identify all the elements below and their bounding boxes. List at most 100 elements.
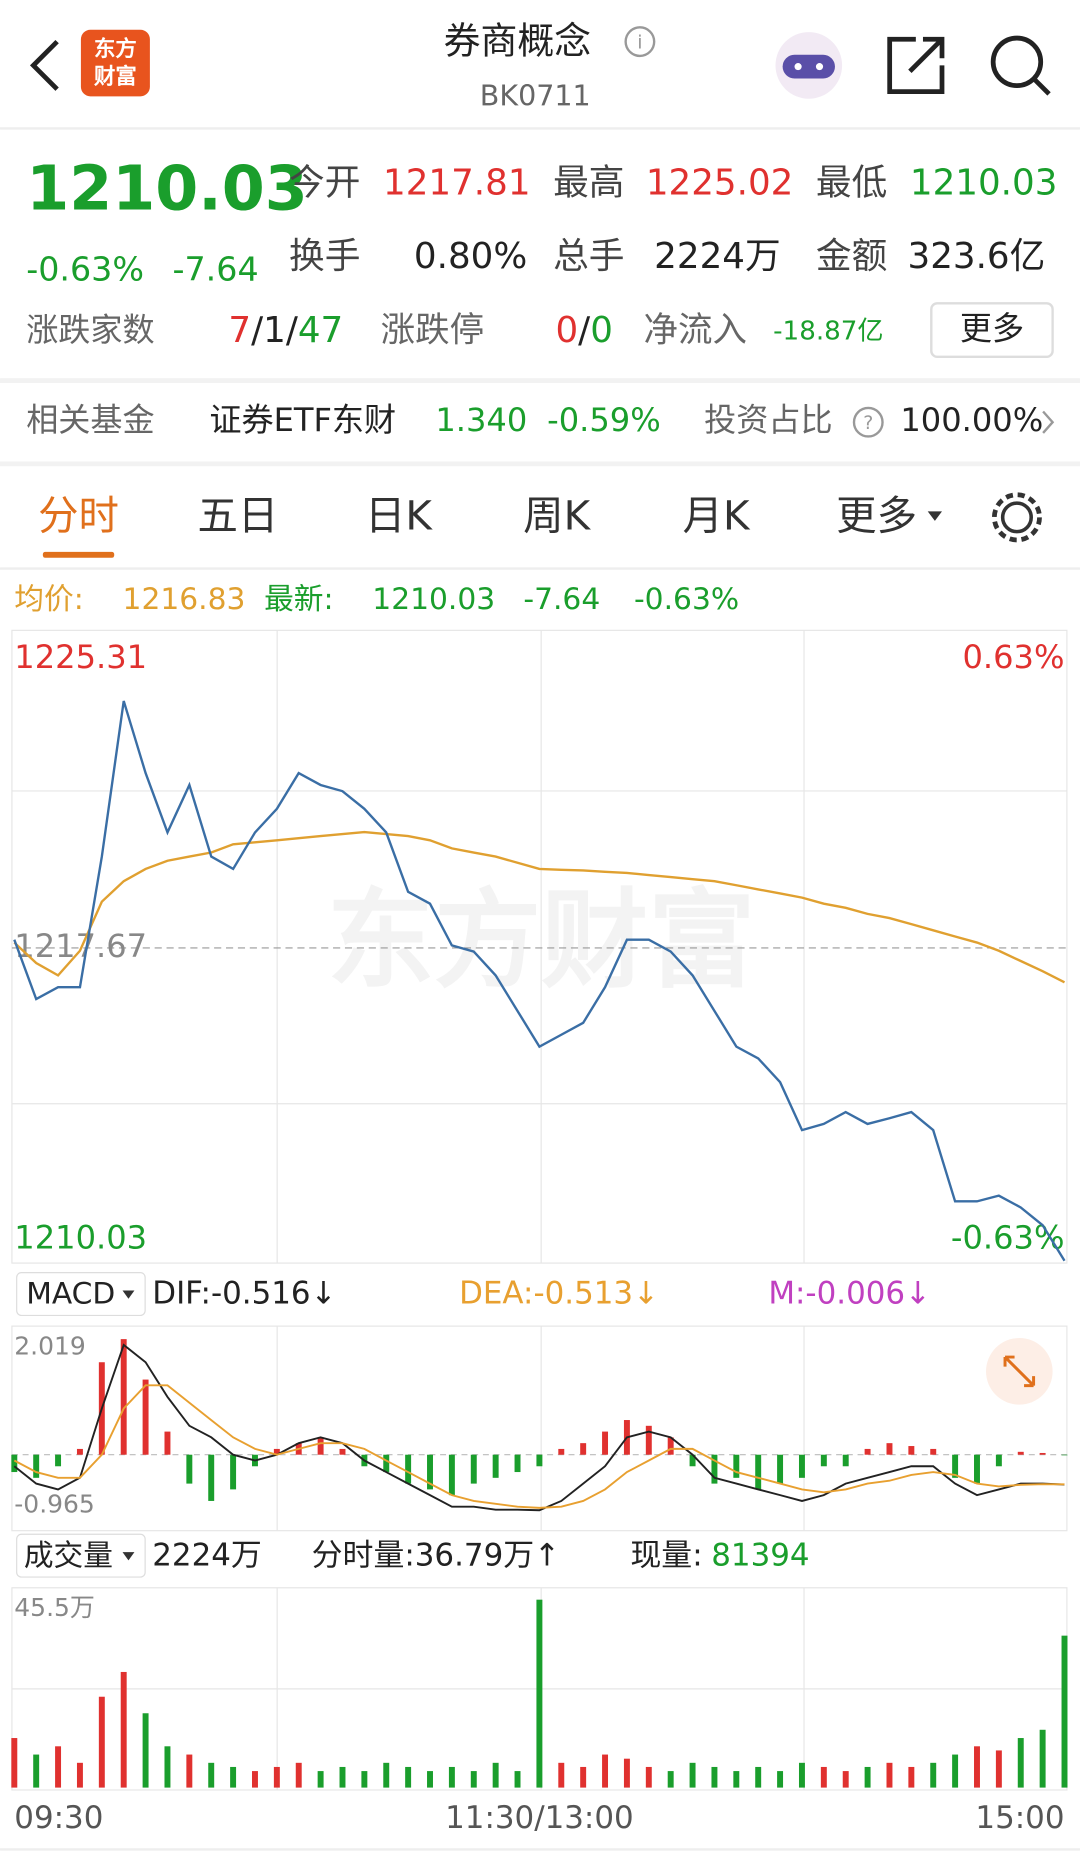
y-tick-label: -0.965 xyxy=(14,1490,95,1519)
volume-bar xyxy=(208,1762,215,1788)
volume-bar xyxy=(55,1746,62,1788)
macd-bar xyxy=(1017,1451,1024,1455)
more-button[interactable] xyxy=(930,302,1054,358)
volume-bar xyxy=(230,1766,237,1788)
macd-bar xyxy=(711,1454,718,1484)
macd-bar xyxy=(667,1437,674,1455)
divider xyxy=(0,461,1080,467)
volume-bar xyxy=(383,1762,390,1788)
sep: / xyxy=(578,310,591,351)
volume-selector[interactable] xyxy=(16,1533,146,1578)
macd-bar xyxy=(186,1454,193,1484)
volume-bar xyxy=(1039,1729,1046,1788)
logo xyxy=(80,29,150,97)
more-button-text: 更多 xyxy=(960,310,1024,348)
latest: 1210.03 xyxy=(372,582,495,617)
macd-bar xyxy=(33,1454,40,1478)
tab[interactable]: 五日 xyxy=(197,492,278,540)
macd-bar xyxy=(120,1339,127,1455)
fund-name[interactable]: 证券ETF东财 xyxy=(209,401,396,439)
volume-bar xyxy=(361,1771,368,1788)
tab[interactable]: 更多 xyxy=(836,492,917,540)
volume-bar xyxy=(427,1771,433,1788)
sep: / xyxy=(251,310,264,351)
volume-bar xyxy=(623,1758,630,1788)
limit-down: 0 xyxy=(590,310,613,351)
field-value: 2224万 xyxy=(654,236,780,277)
x-tick-label: 11:30/13:00 xyxy=(445,1800,634,1836)
quote-fields: 今开 1217.81 最高 1225.02 最低 1210.03 换手 0.80% 总手 2224… xyxy=(289,162,1057,277)
share-button[interactable] xyxy=(887,36,945,94)
macd-bar xyxy=(645,1425,652,1455)
volume-bar xyxy=(295,1762,302,1788)
macd-bar xyxy=(383,1454,390,1473)
volume-bar xyxy=(842,1771,849,1788)
volume-bar xyxy=(186,1754,193,1788)
tabs: 分时 五日 日K 周K 月K 更多 xyxy=(38,492,917,540)
volume-bar xyxy=(667,1771,674,1788)
volume-bar xyxy=(952,1754,959,1788)
volume-bar xyxy=(1061,1635,1068,1788)
dropdown-arrow xyxy=(122,1290,135,1299)
macd-bar xyxy=(930,1448,937,1455)
fund-pct: -0.59% xyxy=(547,401,661,439)
field-label: 总手 xyxy=(553,236,624,277)
dea-line xyxy=(13,1384,1065,1509)
y-tick-label: 1217.67 xyxy=(14,927,147,965)
latest-change: -7.64 xyxy=(523,582,600,617)
volume-bar xyxy=(405,1766,412,1788)
limit: 0/0 xyxy=(555,310,612,351)
m: M:-0.006↓ xyxy=(768,1276,931,1312)
y-tick-label: 45.5万 xyxy=(14,1593,95,1622)
help-icon[interactable] xyxy=(852,406,884,438)
price-line xyxy=(13,700,1066,1262)
macd-bar xyxy=(974,1454,980,1484)
macd-bar xyxy=(864,1448,871,1455)
change: -7.64 xyxy=(172,250,258,289)
macd-bar xyxy=(230,1454,237,1490)
volume-bar xyxy=(514,1771,521,1788)
now-volume: 81394 xyxy=(711,1537,809,1573)
y-tick-label: 1210.03 xyxy=(14,1218,147,1256)
macd-name: MACD xyxy=(26,1277,115,1312)
limit-up: 0 xyxy=(555,310,578,351)
inflow-label: 净流入 xyxy=(643,310,746,350)
volume-bar xyxy=(755,1766,762,1788)
logo-text: 东方 xyxy=(94,36,137,62)
macd-selector[interactable] xyxy=(16,1272,146,1317)
macd-bar xyxy=(470,1454,477,1484)
volume-bar xyxy=(798,1762,805,1788)
tab[interactable]: 周K xyxy=(523,492,591,540)
volume-bar xyxy=(558,1762,565,1788)
divider xyxy=(0,378,1080,383)
macd-bar xyxy=(427,1454,433,1490)
field-value: 1210.03 xyxy=(910,162,1058,203)
field-label: 最高 xyxy=(553,162,624,203)
macd-bar xyxy=(11,1454,18,1473)
help-icon-text: ? xyxy=(863,412,873,434)
back-button[interactable] xyxy=(29,39,59,91)
field-value: 1217.81 xyxy=(383,162,531,203)
settings-button[interactable] xyxy=(1000,501,1033,534)
tab[interactable]: 月K xyxy=(683,492,751,540)
volume-bar xyxy=(339,1766,346,1788)
macd-bar xyxy=(558,1448,565,1455)
macd-bar xyxy=(492,1454,499,1478)
chevron[interactable] xyxy=(1042,410,1055,434)
tab[interactable]: 分时 xyxy=(38,492,119,540)
expand-icon xyxy=(1003,1355,1036,1388)
y-tick-label: 2.019 xyxy=(14,1332,85,1361)
search-button[interactable] xyxy=(990,35,1044,89)
volume-bar xyxy=(864,1766,871,1788)
info-icon[interactable] xyxy=(624,26,656,58)
macd-bar xyxy=(1061,1454,1068,1456)
tab[interactable]: 日K xyxy=(365,492,433,540)
volume-bar xyxy=(492,1762,499,1788)
volume-bar xyxy=(470,1771,477,1788)
avatar-eye xyxy=(794,63,802,71)
change-pct: -0.63% xyxy=(26,250,144,289)
volume-name: 成交量 xyxy=(24,1538,113,1573)
fund-price: 1.340 xyxy=(435,401,527,439)
volume-bar xyxy=(317,1771,324,1788)
